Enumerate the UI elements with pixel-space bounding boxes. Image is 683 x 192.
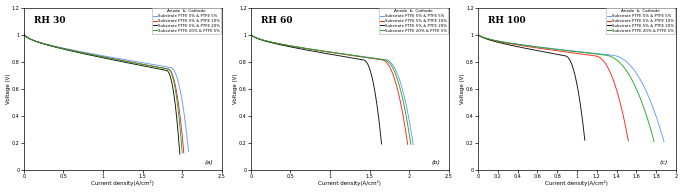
Y-axis label: Voltage (V): Voltage (V) xyxy=(5,74,10,104)
Legend: Substrate PTFE 5% & PTFE 5%, Substrate PTFE 5% & PTFE 10%, Substrate PTFE 5% & P: Substrate PTFE 5% & PTFE 5%, Substrate P… xyxy=(378,8,448,34)
Legend: Substrate PTFE 5% & PTFE 5%, Substrate PTFE 5% & PTFE 10%, Substrate PTFE 5% & P: Substrate PTFE 5% & PTFE 5%, Substrate P… xyxy=(152,8,221,34)
Text: (a): (a) xyxy=(205,160,214,165)
Text: RH 60: RH 60 xyxy=(261,16,292,25)
Text: RH 100: RH 100 xyxy=(488,16,525,25)
Text: RH 30: RH 30 xyxy=(33,16,66,25)
X-axis label: Current density(A/cm²): Current density(A/cm²) xyxy=(546,180,609,186)
Legend: Substrate PTFE 5% & PTFE 5%, Substrate PTFE 5% & PTFE 10%, Substrate PTFE 5% & P: Substrate PTFE 5% & PTFE 5%, Substrate P… xyxy=(606,8,675,34)
Y-axis label: Voltage (V): Voltage (V) xyxy=(460,74,464,104)
Text: (c): (c) xyxy=(660,160,668,165)
X-axis label: Current density(A/cm²): Current density(A/cm²) xyxy=(92,180,154,186)
Y-axis label: Voltage (V): Voltage (V) xyxy=(233,74,238,104)
Text: (b): (b) xyxy=(432,160,441,165)
X-axis label: Current density(A/cm²): Current density(A/cm²) xyxy=(318,180,381,186)
